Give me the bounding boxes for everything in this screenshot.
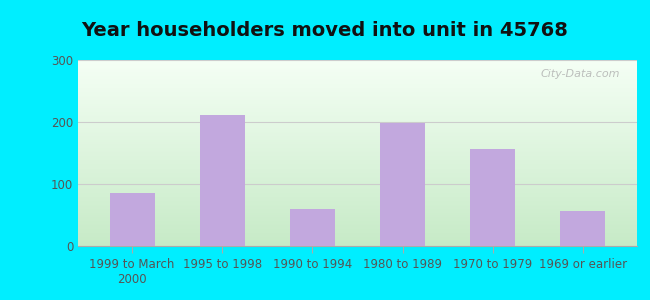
Bar — [290, 209, 335, 246]
Bar — [380, 123, 425, 246]
Bar — [110, 193, 155, 246]
Bar — [470, 149, 515, 246]
Text: City-Data.com: City-Data.com — [541, 69, 620, 79]
Text: Year householders moved into unit in 45768: Year householders moved into unit in 457… — [81, 21, 569, 40]
Bar — [200, 115, 245, 246]
Bar — [560, 211, 605, 246]
